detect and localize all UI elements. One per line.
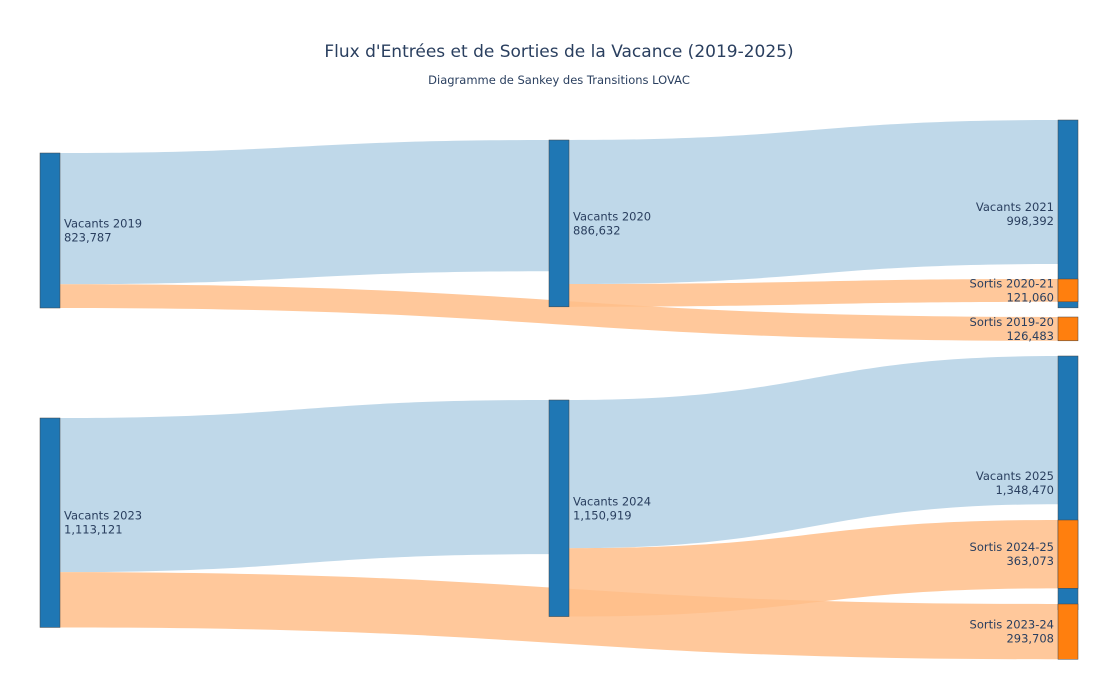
link-v2024-s2425 (569, 520, 1058, 617)
node-v2023 (39, 417, 61, 628)
link-v2019-s1920 (60, 284, 1058, 341)
node-name-v2021: Vacants 2021 (976, 200, 1054, 214)
chart-subtitle: Diagramme de Sankey des Transitions LOVA… (428, 73, 690, 87)
node-value-v2024: 1,150,919 (573, 508, 632, 522)
node-v2021 (1057, 119, 1079, 309)
node-v2019 (39, 152, 61, 309)
node-value-v2023: 1,113,121 (64, 523, 123, 537)
link-v2020-s2021 (569, 279, 1058, 307)
node-v2020 (548, 139, 570, 308)
nodes-layer (39, 119, 1079, 660)
chart-title: Flux d'Entrées et de Sorties de la Vacan… (324, 42, 794, 62)
node-name-s2324: Sortis 2023-24 (970, 618, 1054, 632)
node-name-v2025: Vacants 2025 (976, 469, 1054, 483)
node-v2024 (548, 399, 570, 617)
node-s2425 (1057, 519, 1079, 589)
node-s2021 (1057, 278, 1079, 303)
node-name-v2023: Vacants 2023 (64, 509, 142, 523)
node-value-s2021: 121,060 (1006, 290, 1054, 304)
link-v2024-v2025 (569, 356, 1058, 549)
node-name-v2020: Vacants 2020 (573, 209, 651, 223)
node-value-v2020: 886,632 (573, 223, 621, 237)
node-value-v2019: 823,787 (64, 231, 112, 245)
node-value-s2324: 293,708 (1006, 632, 1054, 646)
link-v2020-v2021 (569, 120, 1058, 285)
node-s1920 (1057, 316, 1079, 342)
link-v2023-v2024 (60, 400, 549, 573)
node-name-s2425: Sortis 2024-25 (970, 540, 1054, 554)
node-value-v2025: 1,348,470 (995, 483, 1054, 497)
node-s2324 (1057, 603, 1079, 660)
node-name-s2021: Sortis 2020-21 (970, 276, 1054, 290)
link-v2019-v2020 (60, 140, 549, 285)
node-name-v2024: Vacants 2024 (573, 494, 651, 508)
node-value-s2425: 363,073 (1006, 554, 1054, 568)
node-value-v2021: 998,392 (1006, 214, 1054, 228)
node-value-s1920: 126,483 (1006, 329, 1054, 343)
node-name-v2019: Vacants 2019 (64, 217, 142, 231)
node-name-s1920: Sortis 2019-20 (970, 315, 1054, 329)
